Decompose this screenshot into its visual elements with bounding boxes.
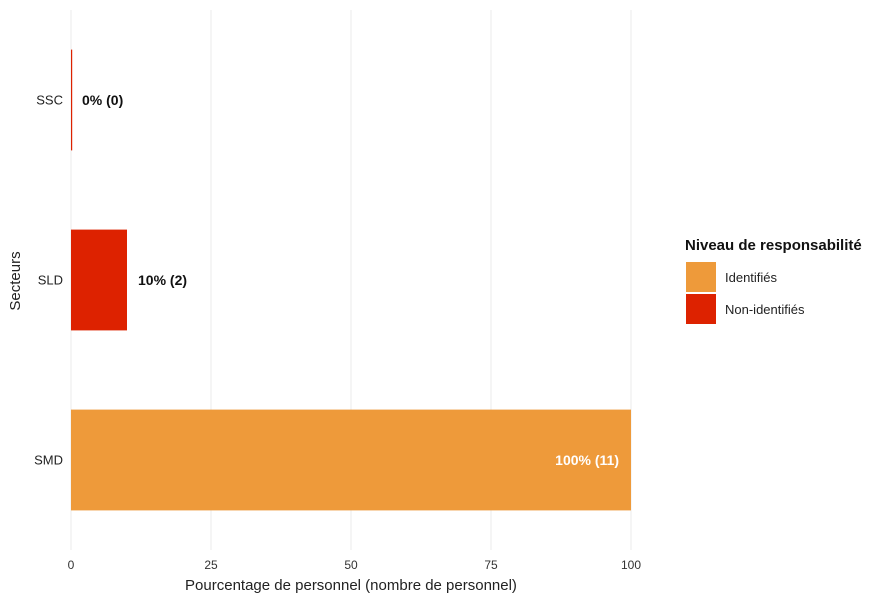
x-tick-labels: 0 25 50 75 100 bbox=[68, 558, 642, 572]
bar-ssc bbox=[71, 49, 73, 151]
x-tick-label-50: 50 bbox=[344, 558, 358, 572]
bar-smd bbox=[71, 409, 631, 511]
legend-label-0: Identifiés bbox=[725, 270, 778, 285]
x-axis-title: Pourcentage de personnel (nombre de pers… bbox=[185, 577, 517, 594]
x-tick-label-25: 25 bbox=[204, 558, 218, 572]
x-tick-label-100: 100 bbox=[621, 558, 641, 572]
legend: Niveau de responsabilité Identifiés Non-i… bbox=[685, 237, 862, 324]
data-labels: 0% (0) 10% (2) 100% (11) bbox=[82, 92, 619, 468]
legend-swatch-0 bbox=[686, 262, 716, 292]
category-label-smd: SMD bbox=[34, 453, 63, 468]
bars bbox=[71, 49, 631, 511]
legend-label-1: Non-identifiés bbox=[725, 302, 805, 317]
category-label-sld: SLD bbox=[38, 273, 63, 288]
data-label-ssc: 0% (0) bbox=[82, 92, 123, 108]
bar-sld bbox=[71, 229, 127, 331]
y-axis-title: Secteurs bbox=[7, 251, 24, 310]
category-label-ssc: SSC bbox=[36, 93, 63, 108]
data-label-sld: 10% (2) bbox=[138, 272, 187, 288]
legend-entries: Identifiés Non-identifiés bbox=[686, 262, 805, 324]
x-tick-label-0: 0 bbox=[68, 558, 75, 572]
category-labels: SSC SLD SMD bbox=[34, 93, 63, 468]
legend-swatch-1 bbox=[686, 294, 716, 324]
x-tick-label-75: 75 bbox=[484, 558, 498, 572]
data-label-smd: 100% (11) bbox=[555, 452, 619, 468]
legend-title: Niveau de responsabilité bbox=[685, 237, 862, 254]
